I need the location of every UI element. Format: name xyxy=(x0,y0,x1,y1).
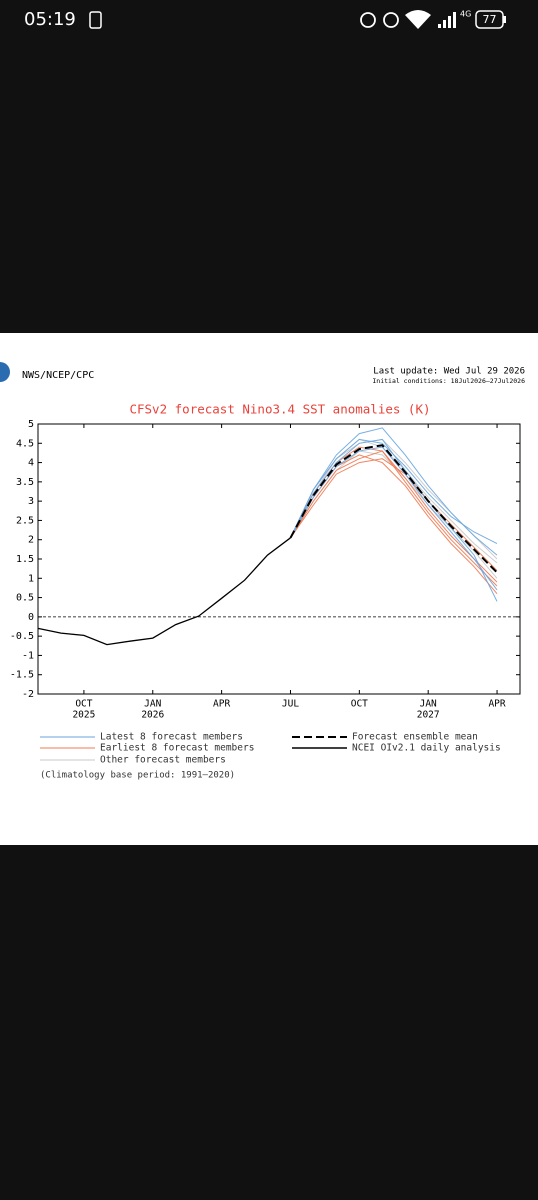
x-tick-label: OCT xyxy=(75,699,92,710)
y-tick-label: -1.5 xyxy=(10,670,34,681)
battery-tip xyxy=(503,16,506,23)
x-tick-label: JAN xyxy=(144,699,161,710)
signal-bar xyxy=(443,20,446,28)
data-saver-icon xyxy=(383,12,399,28)
y-tick-label: 1.5 xyxy=(16,554,34,565)
alarm-icon xyxy=(360,12,376,28)
y-tick-label: 1 xyxy=(28,573,34,584)
x-tick-label: OCT xyxy=(351,699,368,710)
legend-label: Earliest 8 forecast members xyxy=(100,743,254,754)
network-type: 4G xyxy=(460,10,471,19)
legend-label: NCEI OIv2.1 daily analysis xyxy=(352,743,501,754)
noaa-logo xyxy=(0,362,10,382)
x-tick-year: 2025 xyxy=(72,710,95,721)
signal-bar xyxy=(438,24,441,28)
y-tick-label: 3.5 xyxy=(16,477,34,488)
x-tick-label: APR xyxy=(213,699,230,710)
x-tick-year: 2026 xyxy=(141,710,164,721)
forecast-member xyxy=(290,458,498,571)
sim-icon xyxy=(89,11,102,29)
forecast-member xyxy=(290,438,498,545)
y-tick-label: -2 xyxy=(22,689,34,700)
analysis-line xyxy=(37,537,291,646)
y-tick-label: 2.5 xyxy=(16,515,34,526)
y-tick-label: 4 xyxy=(28,458,34,469)
forecast-member xyxy=(290,446,498,591)
wifi-icon xyxy=(405,10,431,29)
initial-conditions: Initial conditions: 18Jul2026–27Jul2026 xyxy=(372,377,525,385)
y-tick-label: 3 xyxy=(28,496,34,507)
signal-bar xyxy=(448,16,451,28)
signal-bar xyxy=(453,12,456,28)
y-tick-label: 2 xyxy=(28,535,34,546)
y-tick-label: -0.5 xyxy=(10,631,34,642)
y-tick-label: 4.5 xyxy=(16,438,34,449)
legend-label: Latest 8 forecast members xyxy=(100,732,243,743)
x-tick-label: APR xyxy=(488,699,505,710)
chart: NWS/NCEP/CPC Last update: Wed Jul 29 202… xyxy=(0,362,525,781)
chart-title: CFSv2 forecast Nino3.4 SST anomalies (K) xyxy=(129,402,430,417)
y-tick-label: 0 xyxy=(28,612,34,623)
y-tick-label: 5 xyxy=(28,419,34,430)
last-update: Last update: Wed Jul 29 2026 xyxy=(373,367,525,377)
status-bar: 05:19 4G 77 xyxy=(24,9,506,30)
clock: 05:19 xyxy=(24,9,76,30)
source: NWS/NCEP/CPC xyxy=(22,370,94,381)
forecast-member xyxy=(290,450,498,583)
ensemble-mean xyxy=(289,444,498,574)
climatology-note: (Climatology base period: 1991–2020) xyxy=(40,771,235,781)
y-tick-label: -1 xyxy=(22,650,34,661)
y-tick-label: 0.5 xyxy=(16,593,34,604)
battery-level: 77 xyxy=(483,13,497,26)
legend-label: Other forecast members xyxy=(100,755,226,766)
x-tick-label: JUL xyxy=(282,699,299,710)
legend-label: Forecast ensemble mean xyxy=(352,732,478,743)
x-tick-label: JAN xyxy=(420,699,437,710)
x-tick-year: 2027 xyxy=(417,710,440,721)
